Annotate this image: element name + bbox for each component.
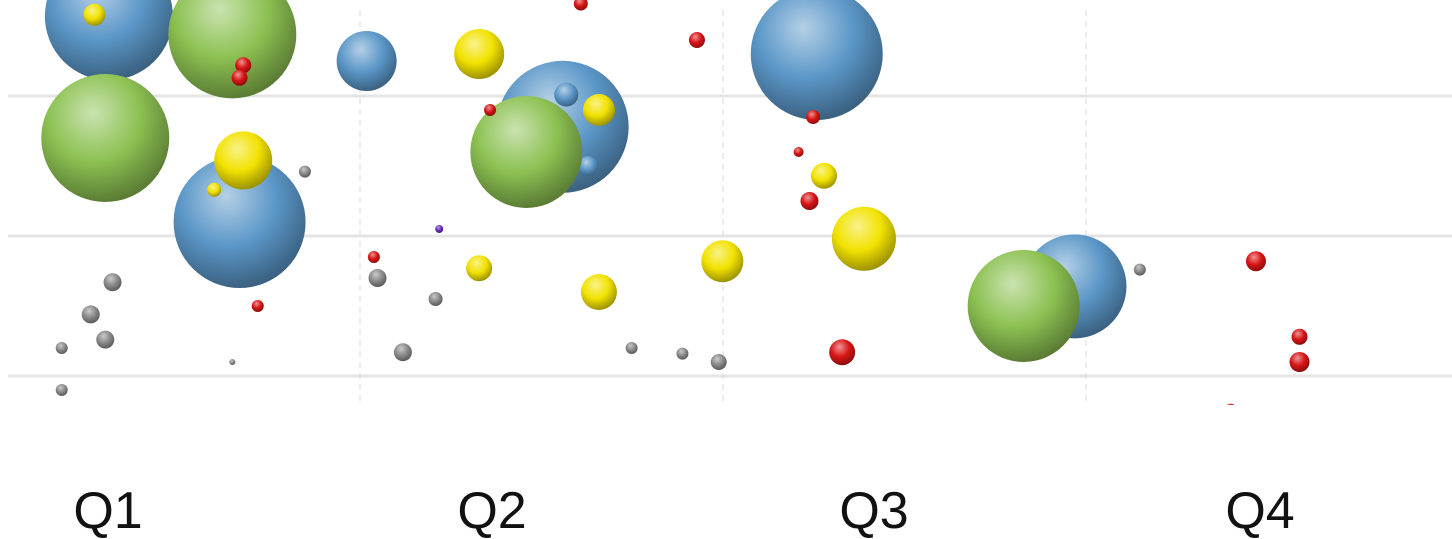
- bubble-red: [1289, 352, 1310, 372]
- bubble-gray: [55, 384, 68, 396]
- bubble-gray: [298, 165, 311, 178]
- bubble-gray: [55, 342, 68, 354]
- bubble-gray: [428, 292, 443, 306]
- bubble-red: [573, 0, 588, 11]
- bubble-gray: [96, 330, 115, 349]
- bubble-green: [470, 96, 583, 208]
- x-tick-labels: Q1 Q2 Q3 Q4: [73, 482, 1294, 539]
- bubble-gray: [103, 273, 122, 292]
- bubble-green: [168, 0, 297, 99]
- bubble-blue: [750, 0, 883, 120]
- bubble-blue: [173, 156, 306, 288]
- bubble-layer: [41, 0, 1310, 405]
- bubble-green: [41, 74, 170, 202]
- x-tick-label-q3: Q3: [839, 482, 908, 539]
- bubble-yellow: [580, 274, 617, 310]
- bubble-gray: [368, 269, 387, 287]
- bubble-yellow: [811, 162, 838, 189]
- bubble-gray: [393, 343, 412, 362]
- bubble-yellow: [83, 3, 106, 26]
- bubble-red: [806, 110, 821, 124]
- bubble-blue: [554, 82, 579, 107]
- bubble-yellow: [831, 206, 896, 271]
- bubble-blue: [336, 31, 397, 91]
- bubble-red: [367, 251, 380, 263]
- bubble-yellow: [466, 255, 493, 282]
- bubble-red: [1291, 328, 1308, 345]
- bubble-red: [1245, 251, 1266, 272]
- bubble-red: [793, 147, 804, 157]
- bubble-red: [251, 300, 264, 312]
- bubble-red: [231, 69, 248, 86]
- bubble-gray: [710, 354, 727, 370]
- bubble-gray: [676, 347, 689, 360]
- bubble-yellow: [214, 131, 273, 190]
- bubble-red: [800, 192, 819, 210]
- bubble-yellow: [454, 29, 505, 79]
- bubble-gray: [81, 305, 100, 324]
- bubble-red: [1226, 403, 1235, 405]
- bubble-yellow: [582, 94, 615, 126]
- bubble-red: [688, 32, 705, 48]
- bubble-purple: [435, 225, 444, 233]
- bubble-yellow: [701, 240, 744, 283]
- bubble-gray: [625, 342, 638, 354]
- bubble-yellow: [207, 182, 222, 197]
- bubble-red: [235, 57, 252, 74]
- bubble-gray: [1133, 263, 1146, 276]
- bubble-blue: [578, 156, 599, 176]
- bubble-green: [967, 250, 1080, 362]
- bubble-red: [829, 339, 856, 366]
- x-tick-label-q4: Q4: [1225, 482, 1294, 539]
- x-tick-label-q1: Q1: [73, 482, 142, 539]
- bubble-gray: [229, 359, 236, 365]
- x-tick-label-q2: Q2: [457, 482, 526, 539]
- bubble-blue: [44, 0, 173, 81]
- bubble-red: [484, 104, 497, 116]
